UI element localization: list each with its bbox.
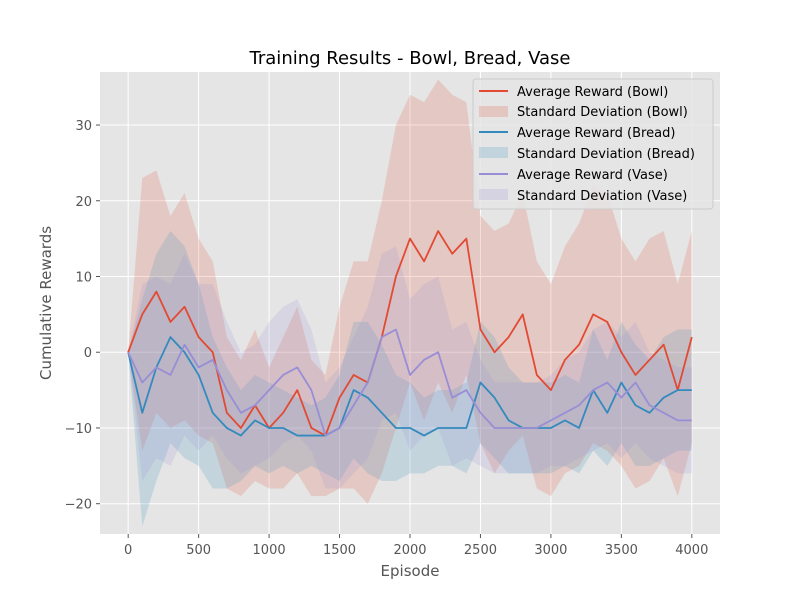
x-tick-label: 500 — [186, 543, 211, 558]
legend-label-vase-std: Standard Deviation (Vase) — [517, 189, 687, 204]
y-axis-label: Cumulative Rewards — [37, 226, 55, 380]
series-line-average-reward-bowl — [127, 230, 693, 437]
legend-swatch-bread-std — [479, 147, 508, 158]
axis-ticks: 0 500 1000 1500 2000 2500 3000 3500 4000 −20 −10 0 1… — [65, 119, 709, 558]
x-tick-label: 0 — [124, 543, 132, 558]
x-tick-label: 2000 — [393, 543, 426, 558]
y-tick-label: −10 — [65, 422, 92, 437]
x-tick-label: 4000 — [675, 543, 708, 558]
x-tick-label: 3000 — [534, 543, 567, 558]
legend-label-bowl-avg: Average Reward (Bowl) — [517, 85, 668, 100]
std-band-average-reward-bowl — [128, 79, 692, 504]
legend-label-bread-std: Standard Deviation (Bread) — [517, 147, 695, 162]
x-tick-label: 2500 — [464, 543, 497, 558]
legend-box — [472, 78, 714, 210]
std-band-average-reward-bread — [128, 231, 692, 527]
x-tick-label: 1000 — [253, 543, 286, 558]
legend-label-bread-avg: Average Reward (Bread) — [517, 126, 675, 141]
legend: Average Reward (Bowl) Standard Deviation… — [472, 78, 714, 210]
y-tick-label: 0 — [84, 346, 92, 361]
x-tick-label: 3500 — [605, 543, 638, 558]
x-axis-label: Episode — [381, 562, 440, 580]
y-tick-label: 20 — [75, 195, 92, 210]
series-line-average-reward-bread — [127, 336, 692, 437]
legend-label-bowl-std: Standard Deviation (Bowl) — [517, 105, 688, 120]
x-tick-label: 1500 — [323, 543, 356, 558]
legend-label-vase-avg: Average Reward (Vase) — [517, 168, 668, 183]
y-tick-label: −20 — [65, 498, 92, 513]
legend-swatch-vase-std — [479, 189, 508, 200]
legend-swatch-bowl-std — [479, 106, 508, 117]
series-line-average-reward-vase — [127, 328, 692, 437]
chart-title: Training Results - Bowl, Bread, Vase — [249, 48, 571, 69]
series-lines — [127, 230, 693, 437]
y-tick-label: 30 — [75, 119, 92, 134]
y-tick-label: 10 — [75, 270, 92, 285]
